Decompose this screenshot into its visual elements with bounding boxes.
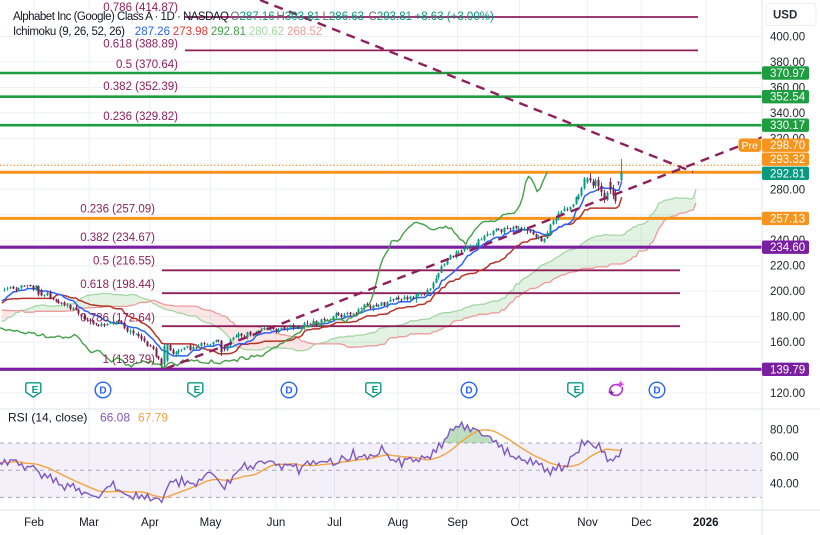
svg-text:D: D <box>99 385 106 396</box>
svg-text:Ichimoku (9, 26, 52, 26): Ichimoku (9, 26, 52, 26) <box>13 26 125 38</box>
svg-text:Jul: Jul <box>327 517 342 529</box>
svg-text:E: E <box>372 385 379 396</box>
svg-text:C293.81: C293.81 <box>369 11 413 23</box>
svg-text:292.81: 292.81 <box>770 168 805 180</box>
svg-text:D: D <box>465 385 472 396</box>
svg-text:66.08: 66.08 <box>100 411 130 425</box>
svg-text:180.00: 180.00 <box>770 312 805 324</box>
svg-text:0.236 (329.82): 0.236 (329.82) <box>103 111 178 123</box>
svg-text:268.52: 268.52 <box>287 26 322 38</box>
svg-text:Dec: Dec <box>631 517 652 529</box>
svg-text:0.618 (198.44): 0.618 (198.44) <box>80 279 155 291</box>
svg-text:Nov: Nov <box>577 517 598 529</box>
svg-text:0.786 (414.87): 0.786 (414.87) <box>103 2 178 14</box>
svg-text:280.62: 280.62 <box>249 26 284 38</box>
svg-text:400.00: 400.00 <box>770 32 805 44</box>
svg-text:273.98: 273.98 <box>173 26 208 38</box>
svg-text:RSI (14, close): RSI (14, close) <box>8 411 87 425</box>
svg-text:USD: USD <box>773 10 797 22</box>
svg-text:340.00: 340.00 <box>770 108 805 120</box>
svg-text:1 (139.79): 1 (139.79) <box>103 354 156 366</box>
svg-text:0.786 (172.64): 0.786 (172.64) <box>80 313 155 325</box>
svg-text:257.13: 257.13 <box>770 213 805 225</box>
svg-text:0.618 (388.89): 0.618 (388.89) <box>103 39 178 51</box>
svg-text:292.81: 292.81 <box>211 26 246 38</box>
svg-text:Aug: Aug <box>388 517 408 529</box>
svg-text:E: E <box>32 385 39 396</box>
svg-text:67.79: 67.79 <box>138 411 168 425</box>
svg-text:Mar: Mar <box>79 517 99 529</box>
svg-text:287.26: 287.26 <box>135 26 170 38</box>
svg-text:60.00: 60.00 <box>770 452 799 464</box>
svg-text:Apr: Apr <box>141 517 159 529</box>
svg-text:D: D <box>285 385 292 396</box>
svg-text:120.00: 120.00 <box>770 388 805 400</box>
svg-text:D: D <box>653 385 660 396</box>
svg-text:Alphabet Inc (Google) Class A: Alphabet Inc (Google) Class A · 1D · NAS… <box>13 11 229 23</box>
svg-text:380.00: 380.00 <box>770 57 805 69</box>
svg-text:280.00: 280.00 <box>770 184 805 196</box>
svg-text:370.97: 370.97 <box>770 68 805 80</box>
svg-text:O287.16: O287.16 <box>231 11 275 23</box>
svg-text:Jun: Jun <box>267 517 286 529</box>
svg-text:Oct: Oct <box>511 517 530 529</box>
svg-text:+8.63 (+3.00%): +8.63 (+3.00%) <box>415 11 494 23</box>
svg-text:200.00: 200.00 <box>770 286 805 298</box>
svg-text:Feb: Feb <box>24 517 44 529</box>
svg-text:40.00: 40.00 <box>770 479 799 491</box>
svg-text:May: May <box>200 517 222 529</box>
svg-text:E: E <box>194 385 201 396</box>
svg-text:E: E <box>574 385 581 396</box>
svg-text:330.17: 330.17 <box>770 120 805 132</box>
svg-text:H303.81: H303.81 <box>277 11 321 23</box>
svg-text:0.236 (257.09): 0.236 (257.09) <box>80 204 155 216</box>
svg-text:352.54: 352.54 <box>770 92 806 104</box>
svg-text:139.79: 139.79 <box>770 364 805 376</box>
svg-text:0.5 (216.55): 0.5 (216.55) <box>93 256 155 268</box>
svg-text:0.382 (352.39): 0.382 (352.39) <box>103 81 178 93</box>
svg-text:L286.63: L286.63 <box>323 11 365 23</box>
svg-text:0.5 (370.64): 0.5 (370.64) <box>116 59 178 71</box>
svg-text:Sep: Sep <box>447 517 467 529</box>
svg-text:0.382 (234.67): 0.382 (234.67) <box>80 232 155 244</box>
svg-text:80.00: 80.00 <box>770 424 799 436</box>
svg-text:298.70: 298.70 <box>770 140 805 152</box>
svg-text:220.00: 220.00 <box>770 261 805 273</box>
svg-text:Pre: Pre <box>742 140 759 152</box>
svg-text:2026: 2026 <box>693 517 719 529</box>
svg-text:293.32: 293.32 <box>770 154 805 166</box>
svg-text:234.60: 234.60 <box>770 242 805 254</box>
svg-text:160.00: 160.00 <box>770 337 805 349</box>
